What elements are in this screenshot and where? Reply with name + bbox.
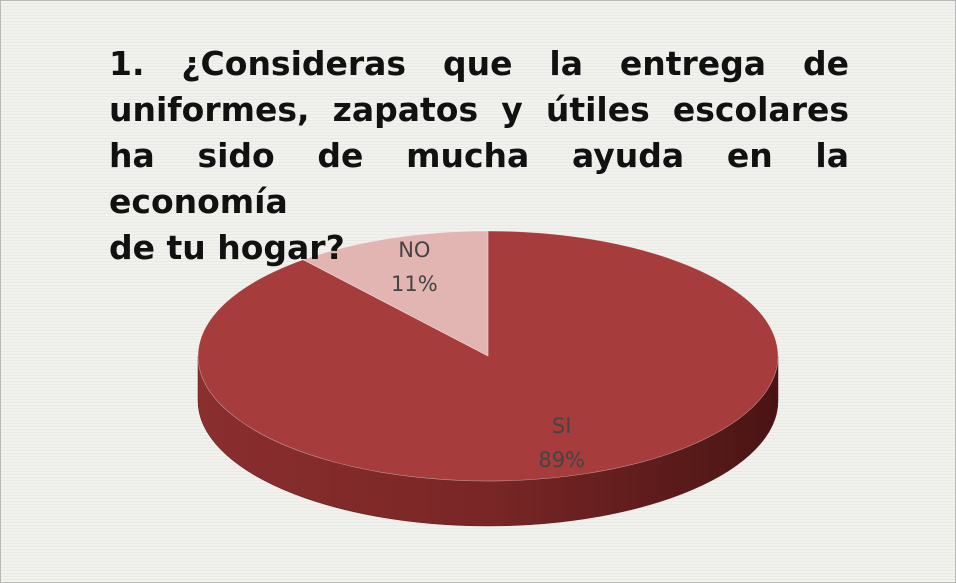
- slice-value-label: 89%: [538, 448, 585, 472]
- slice: [197, 230, 779, 482]
- slice-label: SI: [552, 414, 572, 438]
- slice-value-label: 11%: [391, 272, 438, 296]
- slice: [302, 230, 489, 357]
- chart-title: 1. ¿Consideras que la entrega de uniform…: [109, 44, 849, 267]
- slice-label: NO: [398, 238, 430, 262]
